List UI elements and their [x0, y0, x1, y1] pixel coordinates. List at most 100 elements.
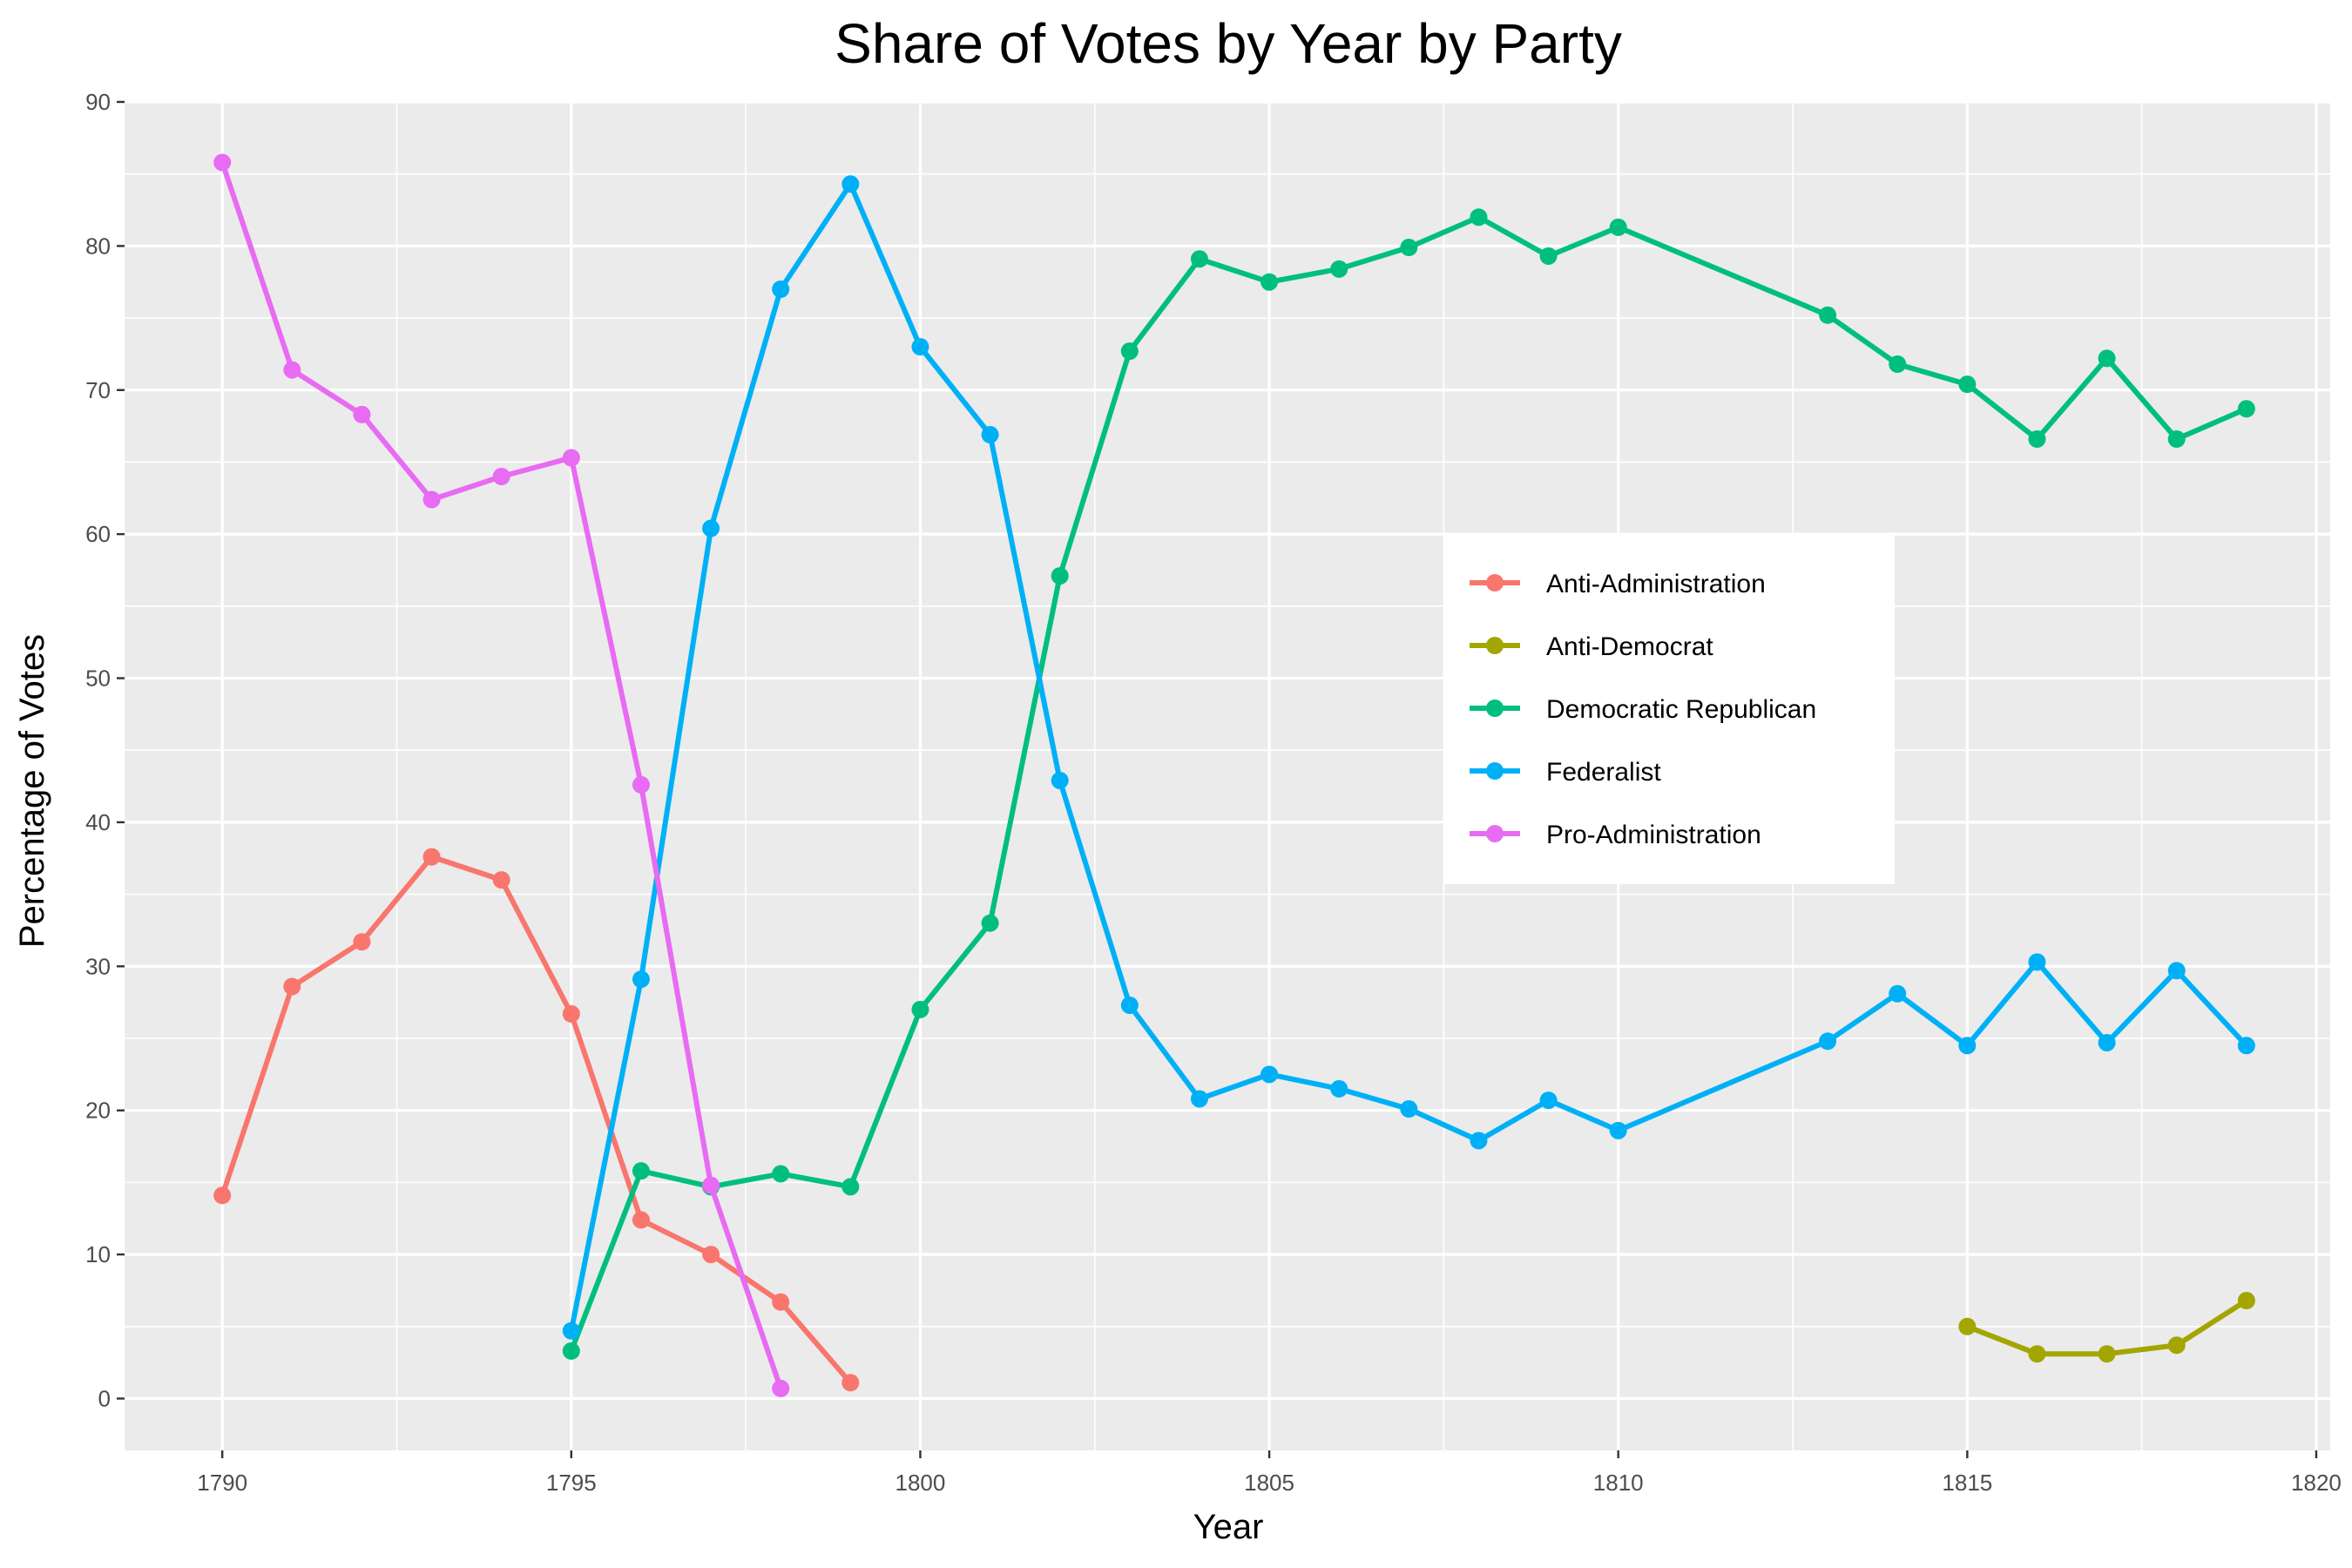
data-point-federalist [1120, 996, 1139, 1014]
plot-background [125, 102, 2330, 1450]
data-point-federalist [1400, 1100, 1418, 1119]
data-point-federalist [1330, 1079, 1348, 1098]
x-tick-label: 1820 [2291, 1470, 2342, 1496]
data-point-democratic-republican [1470, 208, 1488, 226]
y-tick-label: 40 [85, 809, 111, 835]
data-point-anti-administration [422, 848, 441, 866]
data-point-federalist [772, 280, 790, 298]
data-point-democratic-republican [1120, 342, 1139, 361]
x-axis-title: Year [1193, 1508, 1264, 1546]
data-point-democratic-republican [911, 1000, 929, 1018]
data-point-anti-administration [492, 871, 510, 889]
data-point-pro-administration [632, 775, 650, 794]
data-point-democratic-republican [1609, 218, 1627, 236]
data-point-democratic-republican [2167, 430, 2186, 448]
y-axis-title: Percentage of Votes [13, 634, 51, 948]
data-point-federalist [1190, 1090, 1208, 1108]
data-point-pro-administration [283, 361, 301, 379]
y-tick-label: 60 [85, 521, 111, 547]
data-point-democratic-republican [562, 1342, 580, 1360]
data-point-federalist [1470, 1132, 1488, 1150]
data-point-anti-democrat [2237, 1292, 2255, 1309]
data-point-democratic-republican [1190, 250, 1208, 268]
data-point-federalist [1051, 771, 1069, 789]
data-point-democratic-republican [1539, 247, 1558, 265]
axes: 1790 1795 1800 1805 1810 1815 1820 0 10 20 30 40 50 6… [85, 89, 2342, 1496]
data-point-anti-administration [562, 1004, 580, 1023]
data-point-pro-administration [353, 405, 371, 423]
data-point-democratic-republican [841, 1178, 860, 1196]
data-point-democratic-republican [1889, 355, 1907, 373]
data-point-democratic-republican [2028, 430, 2046, 448]
data-point-anti-administration [213, 1186, 232, 1205]
x-tick-label: 1810 [1593, 1470, 1644, 1496]
data-point-federalist [702, 519, 720, 537]
legend-key-point-anti-democrat [1486, 637, 1504, 654]
data-point-anti-democrat [2098, 1345, 2116, 1363]
series-lines [213, 153, 2255, 1397]
data-point-democratic-republican [2237, 400, 2255, 418]
data-point-federalist [1819, 1032, 1837, 1051]
data-point-federalist [632, 970, 650, 989]
data-point-pro-administration [562, 449, 580, 467]
x-tick-label: 1795 [546, 1470, 597, 1496]
data-point-federalist [2098, 1033, 2116, 1051]
chart-title: Share of Votes by Year by Party [835, 12, 1622, 75]
y-tick-label: 30 [85, 953, 111, 979]
x-tick-label: 1790 [197, 1470, 247, 1496]
data-point-federalist [1539, 1092, 1558, 1110]
x-tick-label: 1805 [1244, 1470, 1294, 1496]
legend-label-pro-administration: Pro-Administration [1546, 821, 1761, 849]
data-point-anti-administration [353, 933, 371, 951]
data-point-pro-administration [213, 153, 232, 172]
data-point-anti-administration [772, 1293, 790, 1311]
legend-key-point-anti-administration [1486, 574, 1504, 591]
y-tick-label: 0 [98, 1385, 111, 1411]
data-point-federalist [562, 1321, 580, 1340]
data-point-democratic-republican [772, 1165, 790, 1183]
data-point-federalist [1609, 1121, 1627, 1139]
legend-key-point-federalist [1486, 762, 1504, 780]
data-point-federalist [2237, 1037, 2255, 1055]
data-point-federalist [1889, 984, 1907, 1003]
data-point-anti-administration [632, 1211, 650, 1229]
data-point-anti-democrat [2167, 1336, 2186, 1355]
data-point-anti-administration [283, 977, 301, 996]
data-point-anti-democrat [1958, 1317, 1977, 1335]
data-point-democratic-republican [1819, 306, 1837, 324]
data-point-democratic-republican [1051, 567, 1069, 585]
y-tick-label: 90 [85, 89, 111, 115]
data-point-pro-administration [492, 468, 510, 485]
y-tick-label: 20 [85, 1098, 111, 1124]
grid-lines [125, 100, 2330, 1450]
data-point-federalist [2028, 953, 2046, 971]
data-point-federalist [1958, 1037, 1977, 1055]
y-tick-label: 70 [85, 377, 111, 403]
data-point-democratic-republican [2098, 349, 2116, 368]
data-point-federalist [841, 175, 860, 193]
data-point-anti-democrat [2028, 1345, 2046, 1363]
data-point-democratic-republican [981, 914, 999, 932]
data-point-democratic-republican [632, 1162, 650, 1180]
data-point-pro-administration [702, 1176, 720, 1194]
y-tick-label: 10 [85, 1241, 111, 1267]
x-tick-label: 1800 [896, 1470, 946, 1496]
y-tick-label: 80 [85, 233, 111, 259]
x-tick-label: 1815 [1942, 1470, 1992, 1496]
legend-label-anti-administration: Anti-Administration [1546, 570, 1766, 598]
data-point-anti-administration [841, 1374, 860, 1392]
legend-key-point-pro-administration [1486, 825, 1504, 842]
y-tick-label: 50 [85, 666, 111, 692]
data-point-democratic-republican [1330, 260, 1348, 278]
data-point-federalist [1260, 1065, 1279, 1084]
legend-label-federalist: Federalist [1546, 758, 1661, 787]
data-point-anti-administration [702, 1246, 720, 1264]
data-point-democratic-republican [1400, 239, 1418, 257]
series-line-anti-administration [220, 854, 853, 1385]
data-point-pro-administration [422, 490, 441, 509]
legend: Anti-Administration Anti-Democrat Democrat… [1443, 533, 1895, 884]
data-point-democratic-republican [1260, 273, 1279, 291]
data-point-federalist [981, 426, 999, 444]
